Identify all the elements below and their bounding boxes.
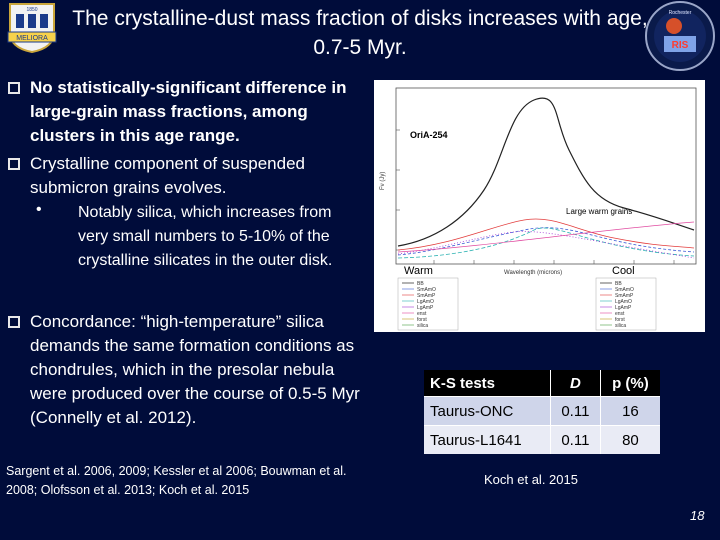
svg-text:LgAmP: LgAmP xyxy=(417,305,434,311)
table-cell: Taurus-ONC xyxy=(424,396,551,426)
legend-left: BB SmAmO SmAmP LgAmO LgAmP enst forst si… xyxy=(397,277,459,331)
page-number: 18 xyxy=(690,508,705,523)
table-cell: 80 xyxy=(599,425,660,454)
sub-bullet-dot: • xyxy=(36,201,42,218)
table-row: Taurus-L1641 0.11 80 xyxy=(424,425,660,454)
references: Sargent et al. 2006, 2009; Kessler et al… xyxy=(6,464,347,497)
seal-motto: MELIORA xyxy=(16,35,48,42)
legend-right: BB SmAmO SmAmP LgAmO LgAmP enst forst si… xyxy=(595,277,657,331)
ks-test-table: K-S tests D p (%) Taurus-ONC 0.11 16 Tau… xyxy=(424,370,660,454)
bullet-2: Crystalline component of suspended submi… xyxy=(30,154,305,197)
table-caption: Koch et al. 2015 xyxy=(484,472,578,487)
svg-text:SmAmO: SmAmO xyxy=(615,287,634,293)
bullet-3: Concordance: “high-temperature” silica d… xyxy=(30,312,360,427)
component-curve xyxy=(397,218,695,251)
cool-label: Cool xyxy=(612,265,635,277)
figure-annotation: Large warm grains xyxy=(566,207,632,216)
y-axis-label: Fν (Jy) xyxy=(380,172,386,190)
table-header: D xyxy=(549,370,601,397)
table-cell: Taurus-L1641 xyxy=(424,425,551,454)
warm-label: Warm xyxy=(404,265,433,277)
svg-text:silica: silica xyxy=(615,323,626,329)
svg-text:forst: forst xyxy=(417,317,427,323)
component-curve xyxy=(397,227,695,256)
table-cell: 0.11 xyxy=(549,396,601,426)
component-curve xyxy=(397,221,695,253)
observatory-emblem-logo: RIS Rochester xyxy=(645,1,715,71)
svg-text:BB: BB xyxy=(615,281,622,287)
bullet-marker xyxy=(8,82,20,94)
bullet-1: No statistically-significant difference … xyxy=(30,78,347,145)
svg-text:LgAmO: LgAmO xyxy=(615,299,632,305)
svg-text:LgAmP: LgAmP xyxy=(615,305,632,311)
svg-text:silica: silica xyxy=(417,323,428,329)
emblem-text: Rochester xyxy=(669,10,692,16)
svg-text:LgAmO: LgAmO xyxy=(417,299,434,305)
sub-bullet: Notably silica, which increases from ver… xyxy=(78,204,333,269)
svg-text:SmAmP: SmAmP xyxy=(417,293,436,299)
seal-year: 1850 xyxy=(26,7,37,13)
svg-text:RIS: RIS xyxy=(672,40,689,51)
spectrum-figure: OriA-254 Large warm grains Warm Cool Wav… xyxy=(374,80,705,332)
table-cell: 0.11 xyxy=(549,425,601,454)
bullet-marker xyxy=(8,316,20,328)
x-axis-label: Wavelength (microns) xyxy=(504,270,562,276)
component-curve xyxy=(397,227,695,259)
svg-text:enst: enst xyxy=(417,311,427,317)
figure-label: OriA-254 xyxy=(410,130,448,140)
svg-text:SmAmO: SmAmO xyxy=(417,287,436,293)
svg-text:BB: BB xyxy=(417,281,424,287)
bullet-marker xyxy=(8,158,20,170)
svg-text:enst: enst xyxy=(615,311,625,317)
table-header: p (%) xyxy=(599,370,660,397)
table-header: K-S tests xyxy=(424,370,551,397)
svg-text:SmAmP: SmAmP xyxy=(615,293,634,299)
spectrum-curve xyxy=(397,97,695,247)
university-seal-logo: MELIORA 1850 xyxy=(7,3,57,54)
table-row: Taurus-ONC 0.11 16 xyxy=(424,396,660,426)
table-cell: 16 xyxy=(599,396,660,426)
slide-title: The crystalline-dust mass fraction of di… xyxy=(72,7,648,59)
svg-text:forst: forst xyxy=(615,317,625,323)
table-header-row: K-S tests D p (%) xyxy=(424,370,660,397)
